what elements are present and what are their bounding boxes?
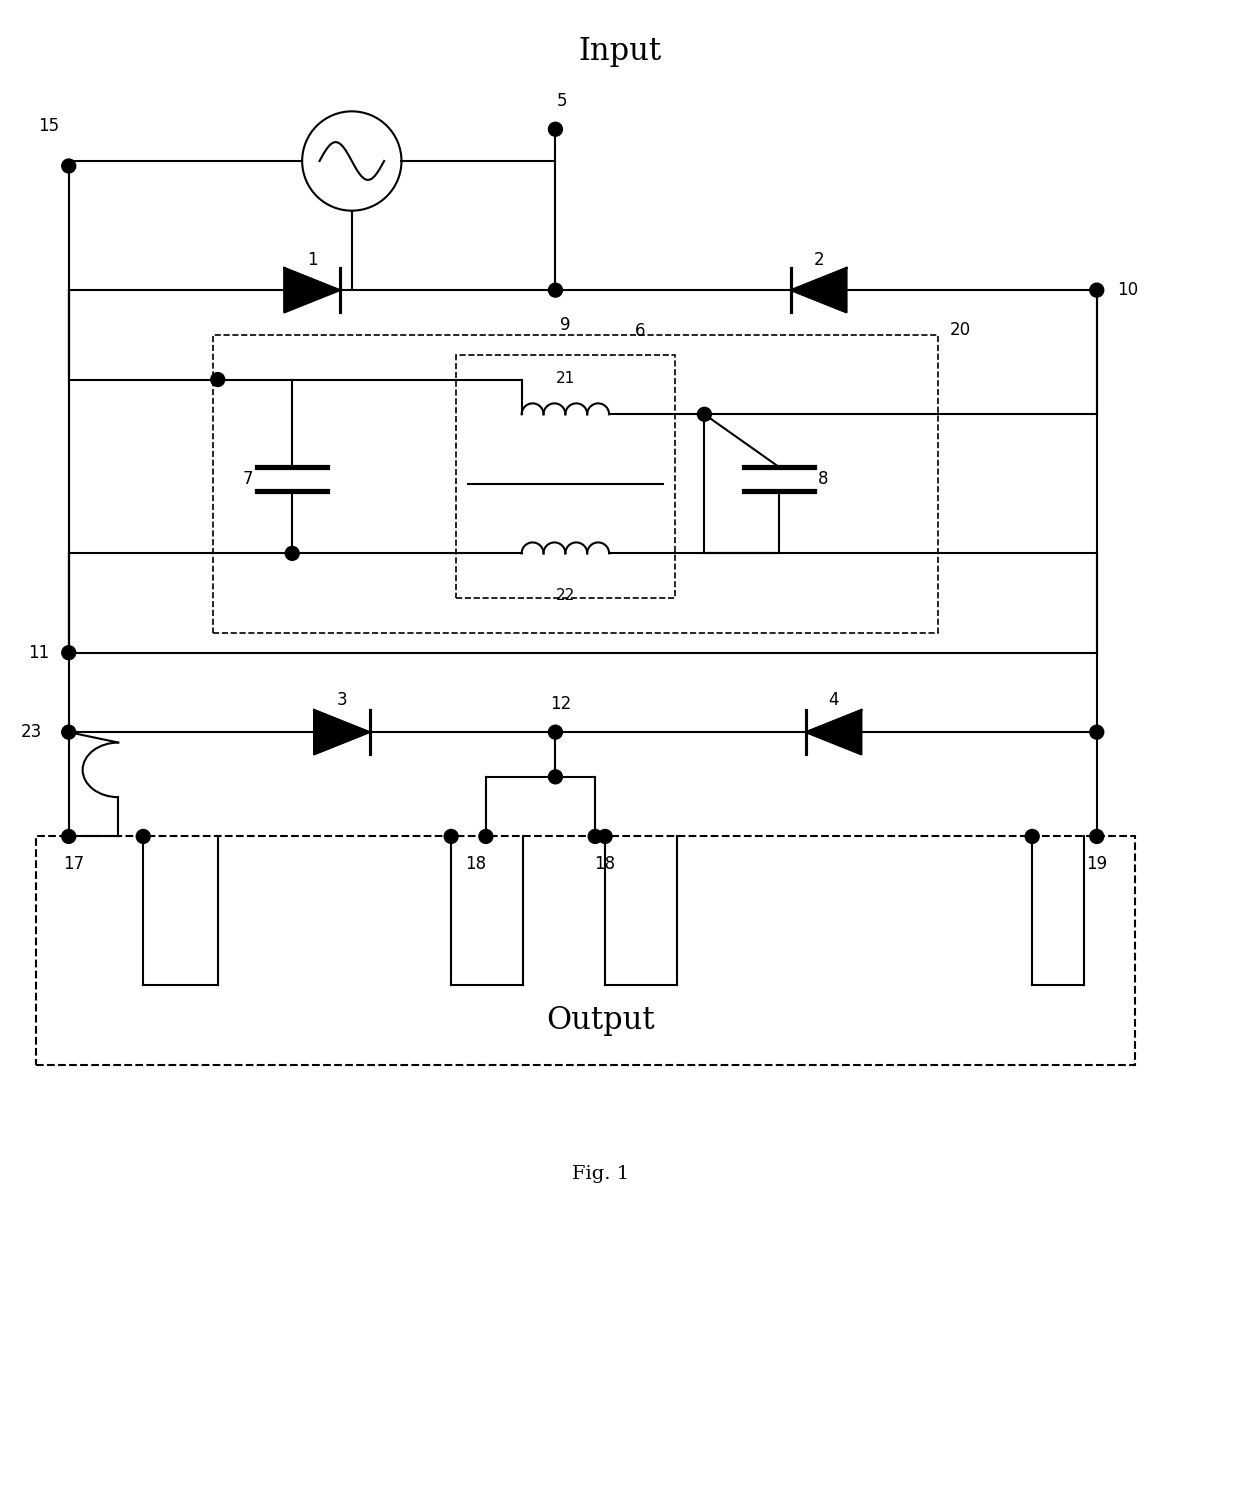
Text: Input: Input (578, 36, 662, 68)
Text: 19: 19 (1086, 856, 1107, 873)
Circle shape (588, 829, 603, 844)
Polygon shape (806, 710, 862, 755)
Circle shape (211, 372, 224, 386)
Circle shape (1025, 829, 1039, 844)
Text: Output: Output (546, 1005, 655, 1035)
Circle shape (62, 829, 76, 844)
Text: 11: 11 (29, 643, 50, 662)
Circle shape (285, 547, 299, 561)
Text: 8: 8 (818, 470, 828, 488)
Circle shape (479, 829, 492, 844)
Text: 9: 9 (560, 316, 570, 335)
Text: 6: 6 (635, 322, 645, 339)
Text: 21: 21 (556, 372, 575, 386)
Text: 10: 10 (1117, 282, 1138, 298)
Circle shape (136, 829, 150, 844)
Text: 18: 18 (465, 856, 486, 873)
Text: 2: 2 (813, 252, 823, 270)
Text: 22: 22 (556, 588, 575, 603)
Circle shape (1090, 283, 1104, 297)
Circle shape (548, 725, 563, 738)
Circle shape (62, 160, 76, 173)
Circle shape (697, 407, 712, 422)
Text: 20: 20 (950, 321, 971, 339)
Text: 5: 5 (557, 92, 568, 110)
Text: 4: 4 (828, 692, 838, 710)
Text: 7: 7 (242, 470, 253, 488)
Circle shape (548, 283, 563, 297)
Text: 17: 17 (63, 856, 84, 873)
Circle shape (548, 770, 563, 784)
Circle shape (1090, 725, 1104, 738)
Polygon shape (284, 268, 340, 312)
Text: 12: 12 (549, 695, 572, 713)
Polygon shape (791, 268, 847, 312)
Circle shape (62, 645, 76, 660)
Circle shape (444, 829, 458, 844)
Circle shape (62, 725, 76, 738)
Circle shape (548, 122, 563, 136)
Circle shape (598, 829, 613, 844)
Text: 3: 3 (336, 692, 347, 710)
Text: 15: 15 (38, 118, 60, 136)
Text: 1: 1 (306, 252, 317, 270)
Text: Fig. 1: Fig. 1 (572, 1165, 629, 1183)
Circle shape (1090, 829, 1104, 844)
Polygon shape (314, 710, 370, 755)
Text: 23: 23 (20, 723, 42, 741)
Text: 18: 18 (594, 856, 616, 873)
